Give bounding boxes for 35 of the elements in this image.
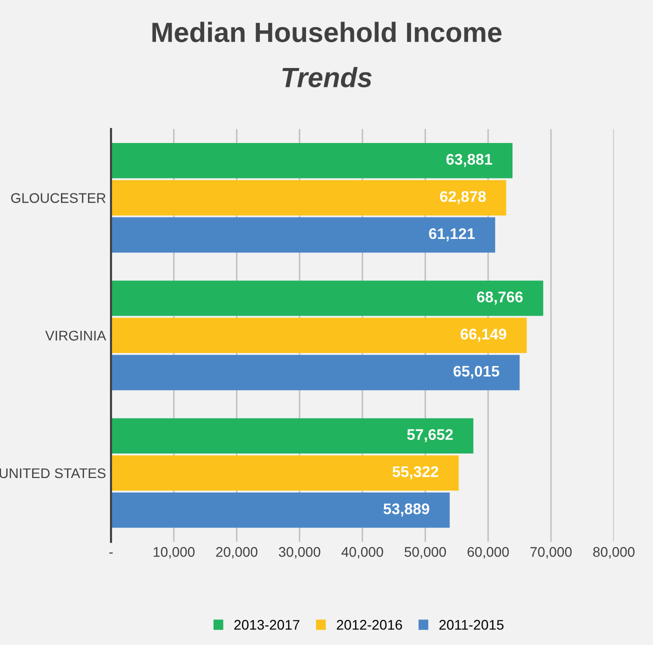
bar xyxy=(111,217,496,253)
bar xyxy=(111,143,513,178)
x-tick-label: - xyxy=(109,552,113,554)
bar xyxy=(111,492,450,528)
legend-label: 2012-2016 xyxy=(336,620,402,630)
bar xyxy=(111,180,506,216)
data-label: 68,766 xyxy=(477,292,523,305)
x-tick-label: 20,000 xyxy=(216,547,258,559)
data-label: 57,652 xyxy=(407,429,453,442)
x-tick-label: 50,000 xyxy=(404,547,446,559)
x-tick-label: 80,000 xyxy=(593,547,635,559)
bar xyxy=(111,418,474,454)
y-tick-label: VIRGINIA xyxy=(45,330,106,341)
bar xyxy=(111,318,527,354)
x-tick-label: 60,000 xyxy=(468,547,509,559)
x-tick-label: 40,000 xyxy=(341,547,384,559)
data-label: 61,121 xyxy=(429,228,475,242)
chart-subtitle: Trends xyxy=(282,66,372,88)
legend-label: 2013-2017 xyxy=(234,620,300,630)
data-label: 63,881 xyxy=(446,154,492,167)
x-tick-label: 70,000 xyxy=(530,547,572,559)
data-label: 62,878 xyxy=(440,191,486,204)
data-label: 66,149 xyxy=(460,328,506,342)
data-label: 55,322 xyxy=(392,466,438,480)
y-tick-label: GLOUCESTER xyxy=(11,193,106,203)
data-label: 65,015 xyxy=(454,366,500,379)
bar xyxy=(111,455,459,491)
legend-label: 2011-2015 xyxy=(439,620,504,630)
chart-title: Median Household Income xyxy=(152,22,502,42)
x-tick-label: 10,000 xyxy=(154,547,195,559)
x-tick-label: 30,000 xyxy=(278,547,320,559)
y-tick-label: UNITED STATES xyxy=(0,468,106,478)
data-label: 53,889 xyxy=(384,503,430,516)
bar xyxy=(111,354,520,390)
bar xyxy=(111,280,544,316)
